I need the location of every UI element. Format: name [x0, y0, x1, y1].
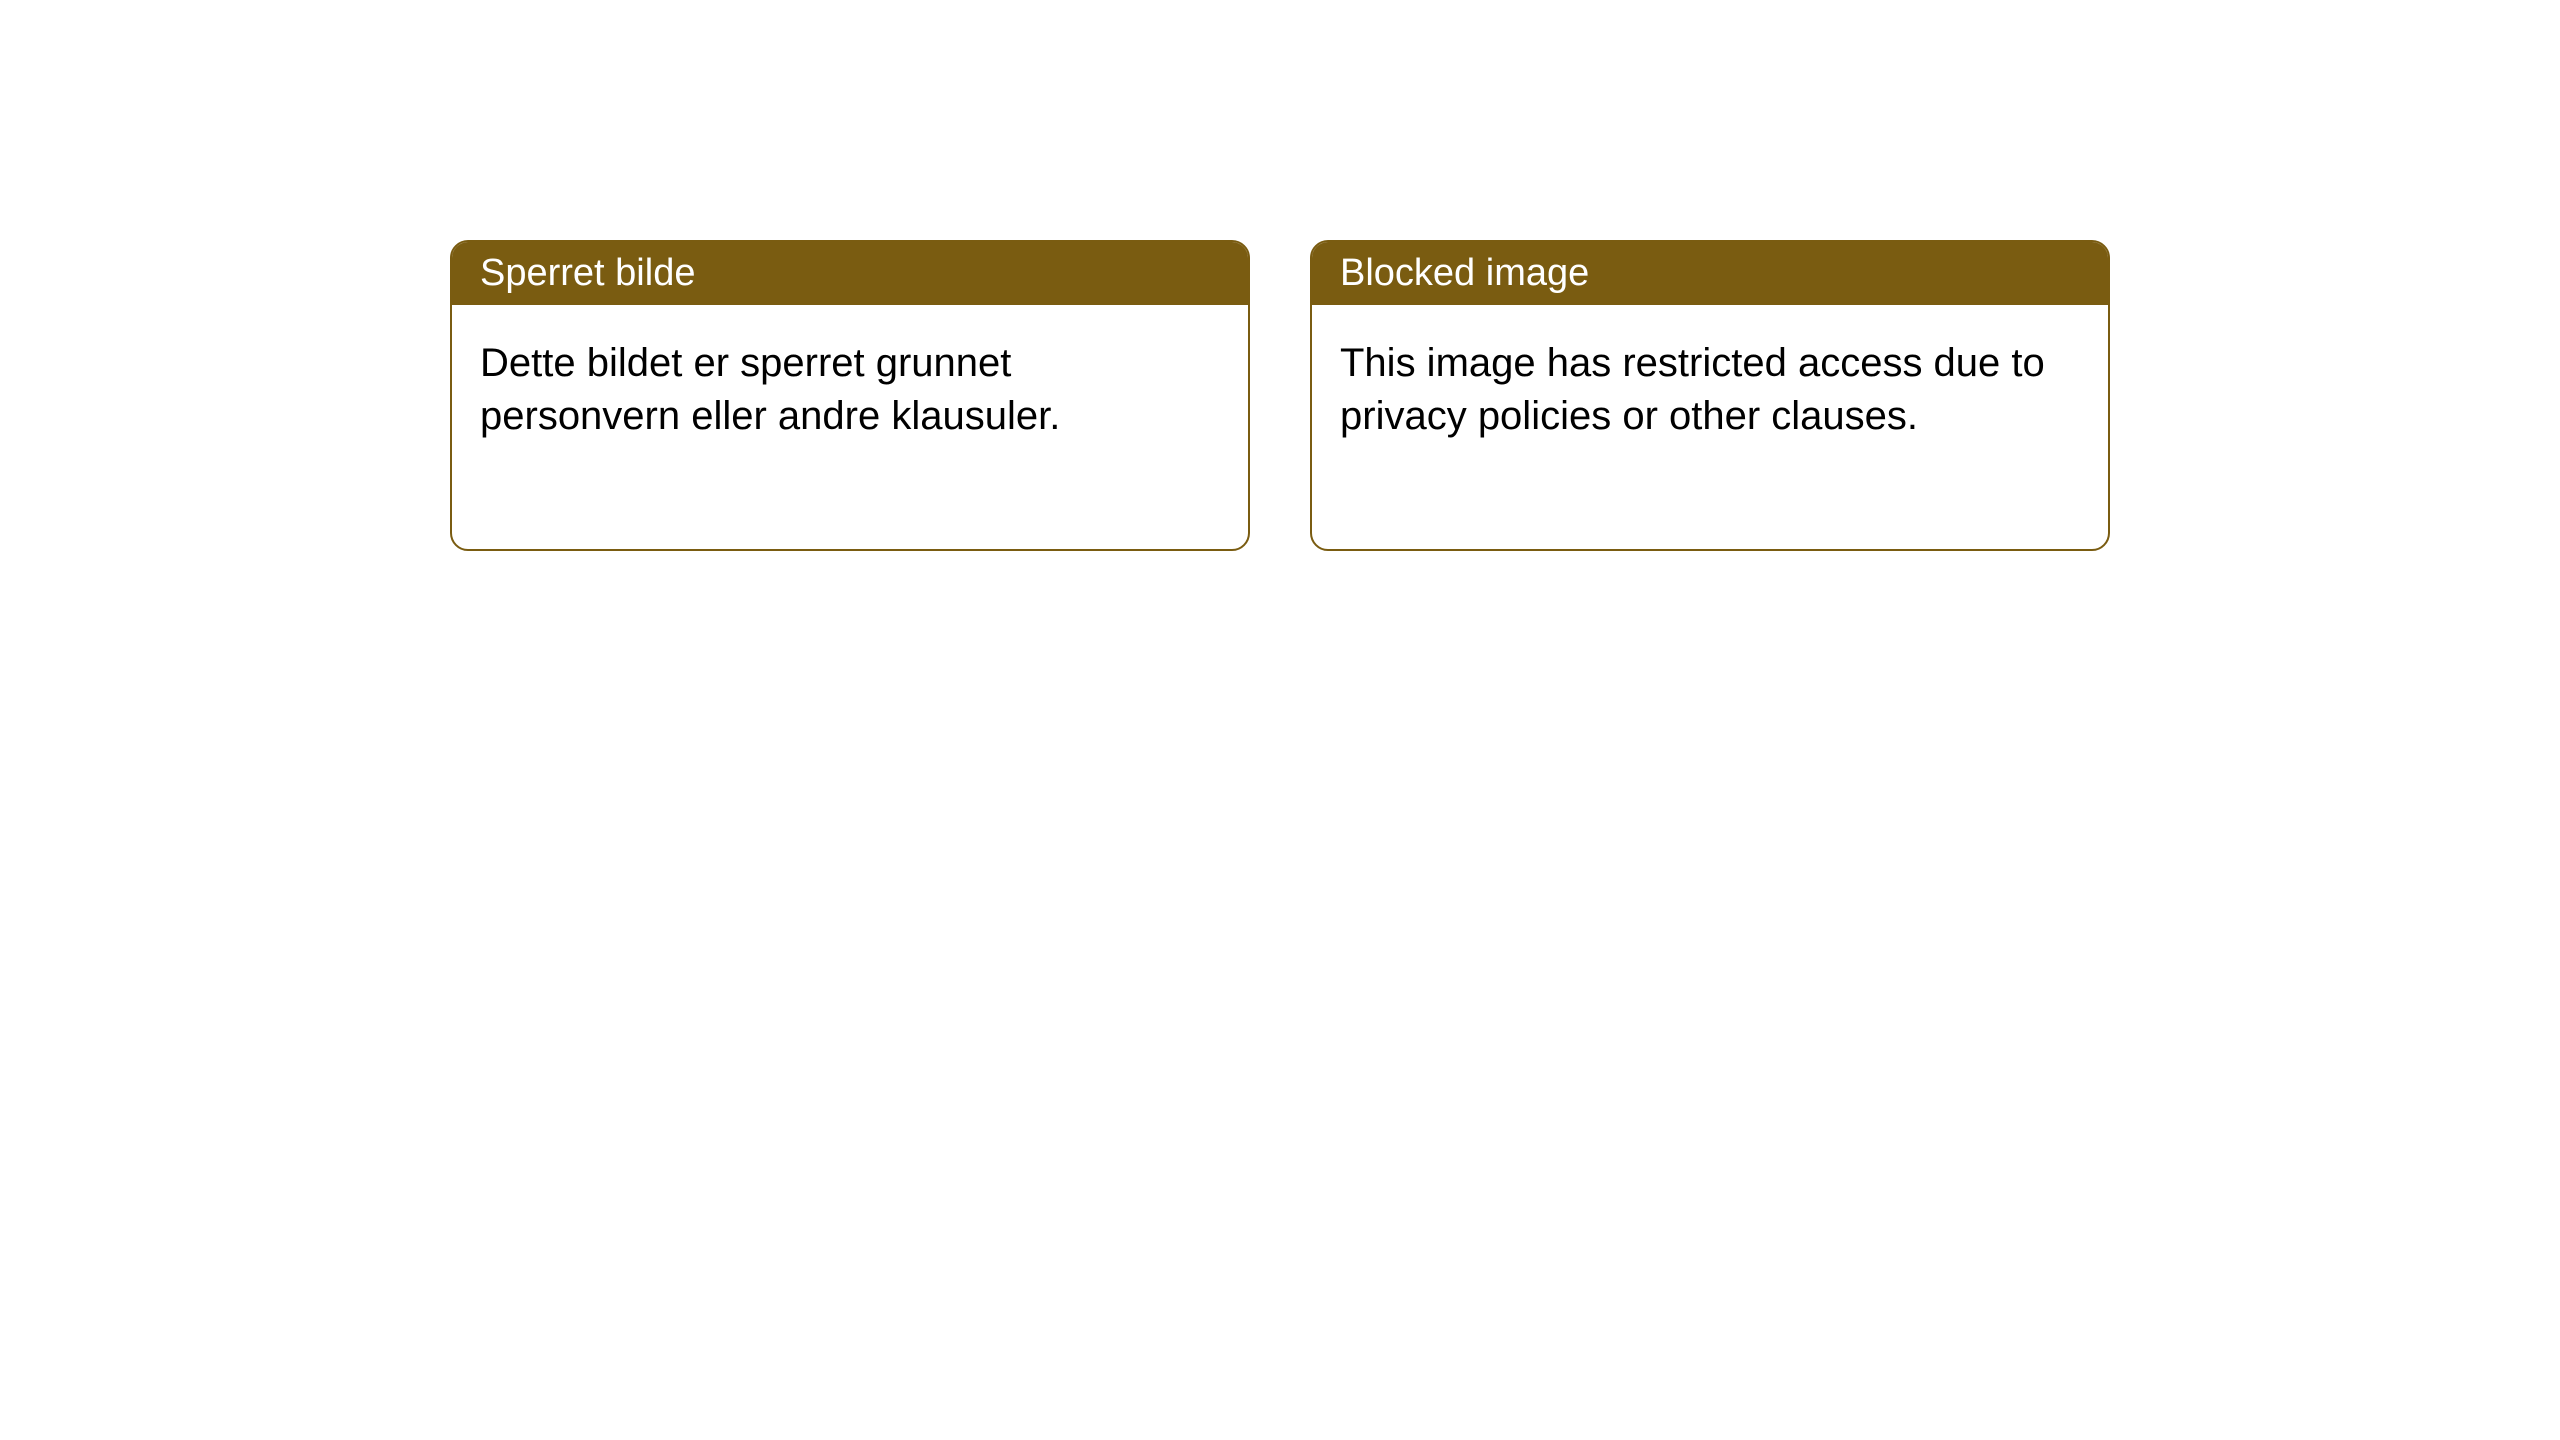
notice-title-norwegian: Sperret bilde: [480, 252, 695, 294]
notice-title-english: Blocked image: [1340, 252, 1589, 294]
notice-text-english: This image has restricted access due to …: [1340, 341, 2045, 438]
notice-header-english: Blocked image: [1312, 242, 2108, 305]
notice-text-norwegian: Dette bildet er sperret grunnet personve…: [480, 341, 1060, 438]
notice-box-norwegian: Sperret bilde Dette bildet er sperret gr…: [450, 240, 1250, 551]
notice-header-norwegian: Sperret bilde: [452, 242, 1248, 305]
notice-box-english: Blocked image This image has restricted …: [1310, 240, 2110, 551]
notice-body-norwegian: Dette bildet er sperret grunnet personve…: [452, 305, 1248, 549]
notice-container: Sperret bilde Dette bildet er sperret gr…: [450, 240, 2110, 551]
notice-body-english: This image has restricted access due to …: [1312, 305, 2108, 549]
